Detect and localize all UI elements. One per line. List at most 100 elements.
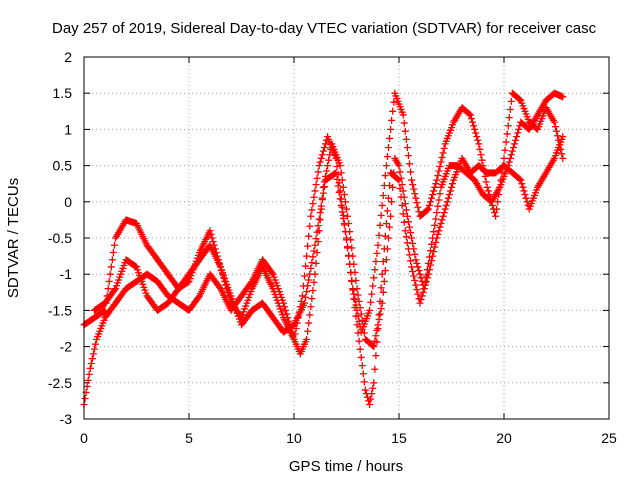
data-point (281, 303, 289, 311)
data-point (109, 248, 117, 256)
data-point (341, 227, 349, 235)
data-point (305, 319, 313, 327)
y-tick-label: -3 (60, 411, 73, 427)
data-point (424, 205, 432, 213)
data-point (374, 241, 382, 249)
data-point (478, 156, 486, 164)
data-point (516, 175, 524, 183)
data-point (351, 304, 359, 312)
data-point (410, 272, 418, 280)
data-point (394, 175, 402, 183)
data-point (413, 286, 421, 294)
data-point (344, 212, 352, 220)
data-point (448, 183, 455, 191)
data-point (326, 151, 334, 159)
data-point (515, 125, 523, 133)
data-point (493, 205, 501, 213)
data-point (437, 220, 445, 228)
data-point (416, 299, 424, 307)
data-point (81, 394, 89, 402)
data-point (314, 222, 322, 230)
data-point (367, 298, 375, 306)
data-point (443, 198, 451, 206)
data-point (370, 379, 378, 387)
data-point (348, 277, 356, 285)
data-point (434, 172, 442, 180)
data-point (410, 185, 418, 193)
data-point (465, 110, 473, 118)
data-point (407, 168, 415, 176)
data-point (313, 174, 321, 182)
data-point (340, 221, 348, 229)
data-point (509, 144, 517, 151)
data-point (307, 303, 315, 311)
data-point (344, 243, 352, 251)
data-point (414, 290, 422, 298)
data-point (366, 401, 374, 409)
x-tick-label: 5 (185, 430, 193, 446)
y-tick-label: 0 (64, 194, 72, 210)
data-point (506, 154, 514, 162)
data-point (440, 144, 448, 152)
data-point (298, 292, 306, 300)
data-point (433, 234, 441, 242)
data-point (376, 221, 384, 229)
data-point (385, 194, 392, 202)
data-point (282, 306, 290, 314)
data-point (194, 293, 202, 301)
data-point (334, 182, 342, 190)
data-point (473, 133, 481, 141)
y-axis-title: SDTVAR / TECUs (5, 178, 22, 298)
data-point (369, 342, 377, 350)
data-point (291, 330, 299, 338)
data-point (371, 266, 379, 274)
data-point (466, 111, 474, 119)
y-tick-label: -0.5 (48, 230, 72, 246)
data-point (386, 223, 394, 231)
data-point (367, 395, 375, 403)
data-point (268, 269, 276, 277)
data-point (516, 96, 524, 104)
data-point (428, 257, 436, 265)
data-point (376, 310, 384, 318)
data-point (403, 239, 411, 247)
data-point (502, 138, 510, 146)
data-point (395, 162, 403, 170)
data-point (332, 154, 340, 162)
data-point (381, 267, 389, 275)
x-tick-label: 15 (391, 430, 407, 446)
data-point (303, 288, 311, 296)
x-axis: 0 5 10 15 20 25 (80, 57, 617, 446)
data-point (404, 152, 412, 160)
data-point (347, 269, 355, 277)
data-point (436, 223, 444, 231)
data-point (398, 201, 406, 209)
data-point (104, 285, 112, 293)
data-point (106, 270, 114, 278)
x-tick-label: 10 (286, 430, 302, 446)
data-point (400, 119, 408, 127)
data-point (408, 234, 416, 242)
data-point (101, 306, 109, 314)
data-point (408, 263, 416, 271)
data-point (409, 181, 417, 189)
data-point (427, 261, 434, 269)
data-point (495, 191, 503, 199)
data-point (429, 252, 437, 260)
data-point (359, 370, 367, 378)
data-point (420, 285, 428, 293)
data-point (380, 245, 388, 253)
series-track-c (91, 133, 567, 409)
data-point (89, 350, 97, 358)
data-point (308, 259, 316, 267)
series-track-a (80, 89, 567, 409)
data-point (85, 370, 93, 378)
data-point (425, 253, 433, 261)
data-point (366, 306, 374, 314)
data-point (314, 168, 322, 176)
data-point (316, 216, 324, 224)
data-point (559, 93, 567, 101)
data-point (310, 247, 318, 255)
data-point (476, 145, 484, 153)
data-point (355, 297, 363, 305)
